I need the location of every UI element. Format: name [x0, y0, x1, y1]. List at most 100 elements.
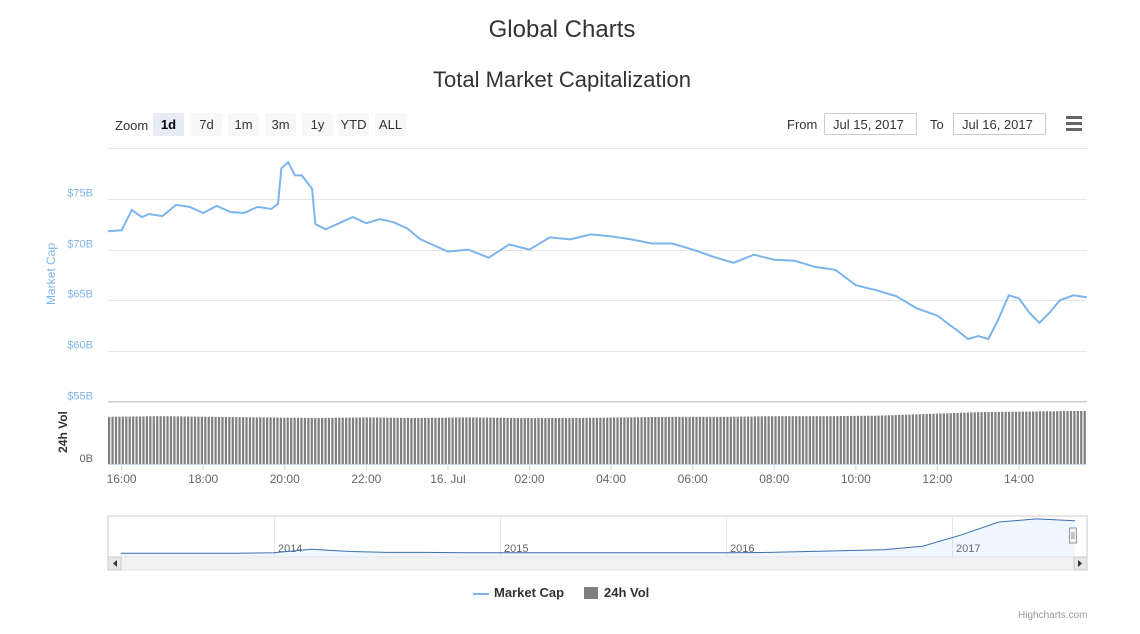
- x-tick-label: 04:00: [596, 472, 626, 486]
- x-tick-label: 20:00: [270, 472, 300, 486]
- volume-bar: [345, 417, 348, 464]
- volume-bar: [310, 417, 313, 464]
- volume-bar: [640, 417, 643, 464]
- volume-bar: [994, 411, 997, 464]
- volume-bar: [688, 416, 691, 464]
- volume-bar: [678, 416, 681, 464]
- volume-bar: [959, 412, 963, 464]
- volume-bar: [482, 417, 485, 464]
- volume-bar: [533, 417, 537, 464]
- volume-bar: [125, 416, 128, 464]
- legend-label-24h-vol: 24h Vol: [604, 585, 650, 600]
- volume-bar: [770, 416, 774, 464]
- volume-bar: [582, 417, 585, 464]
- y-tick-label: $70B: [67, 239, 93, 251]
- volume-bar: [166, 416, 169, 464]
- volume-bar: [286, 417, 289, 464]
- volume-bar: [578, 417, 581, 464]
- volume-bar: [616, 417, 619, 464]
- volume-bar: [290, 417, 293, 464]
- volume-bar: [712, 416, 715, 464]
- volume-bar: [108, 416, 111, 464]
- zoom-1m-button[interactable]: 1m: [228, 113, 259, 136]
- volume-bar: [750, 416, 753, 464]
- volume-bar: [643, 417, 647, 464]
- volume-bar: [1062, 411, 1066, 464]
- volume-bar: [355, 417, 358, 464]
- zoom-ytd-button[interactable]: YTD: [338, 113, 369, 136]
- volume-bar: [424, 417, 427, 464]
- hamburger-menu-icon[interactable]: [1066, 116, 1084, 132]
- volume-bar: [547, 417, 550, 464]
- volume-bar: [255, 417, 258, 464]
- volume-bar: [444, 417, 447, 464]
- volume-bar: [874, 415, 877, 464]
- credits-link[interactable]: Highcharts.com: [1018, 610, 1088, 621]
- volume-bar: [564, 417, 568, 464]
- volume-bar: [434, 417, 437, 464]
- volume-bar: [630, 417, 633, 464]
- volume-bar: [159, 416, 162, 464]
- volume-bar: [623, 417, 626, 464]
- volume-bar: [272, 417, 276, 464]
- volume-bar: [156, 416, 159, 464]
- volume-bar: [197, 416, 200, 464]
- volume-bar: [1049, 411, 1052, 464]
- from-date-input[interactable]: Jul 15, 2017: [824, 113, 917, 135]
- volume-bar: [788, 416, 791, 464]
- legend-item-market-cap[interactable]: Market Cap: [473, 585, 564, 600]
- volume-bar: [489, 417, 492, 464]
- volume-bar: [753, 416, 757, 464]
- volume-bar: [152, 416, 155, 464]
- to-date-input[interactable]: Jul 16, 2017: [953, 113, 1046, 135]
- volume-bar: [1004, 411, 1007, 464]
- volume-bar: [901, 414, 904, 464]
- volume-bar: [327, 417, 331, 464]
- x-tick-label: 16. Jul: [430, 472, 465, 486]
- volume-bar: [997, 411, 1000, 464]
- zoom-all-button[interactable]: ALL: [375, 113, 406, 136]
- volume-bar: [846, 415, 849, 464]
- volume-bar: [458, 417, 461, 464]
- volume-bar: [317, 417, 320, 464]
- volume-bar: [441, 417, 444, 464]
- volume-bar: [795, 416, 798, 464]
- volume-bar: [571, 417, 574, 464]
- volume-bar: [224, 416, 228, 464]
- volume-bar: [561, 417, 564, 464]
- volume-bar: [111, 416, 114, 464]
- scrollbar-track: [107, 556, 1088, 571]
- volume-bar: [1014, 411, 1018, 464]
- volume-bar: [746, 416, 750, 464]
- volume-bar: [1069, 411, 1073, 464]
- volume-bar: [200, 416, 203, 464]
- zoom-1y-button[interactable]: 1y: [302, 113, 333, 136]
- zoom-1d-button[interactable]: 1d: [153, 113, 184, 136]
- volume-bar: [740, 416, 743, 464]
- x-tick-label: 14:00: [1004, 472, 1034, 486]
- volume-bar: [430, 417, 434, 464]
- zoom-3m-button[interactable]: 3m: [265, 113, 296, 136]
- volume-bar: [348, 417, 351, 464]
- volume-bar: [138, 416, 142, 464]
- zoom-7d-button[interactable]: 7d: [191, 113, 222, 136]
- y-tick-label: $60B: [67, 340, 93, 352]
- y-axis-title: Market Cap: [44, 243, 58, 305]
- volume-bar: [293, 417, 296, 464]
- volume-bar: [664, 416, 667, 464]
- volume-bar: [217, 416, 221, 464]
- volume-bar: [492, 417, 495, 464]
- volume-bar: [235, 417, 238, 464]
- volume-bar: [214, 416, 217, 464]
- legend-item-24h-vol[interactable]: 24h Vol: [584, 585, 649, 600]
- volume-bar: [465, 417, 468, 464]
- volume-bar: [1059, 411, 1062, 464]
- volume-bar: [190, 416, 193, 464]
- navigator-frame: [107, 515, 1088, 558]
- volume-bar: [132, 416, 135, 464]
- volume-bar: [654, 417, 657, 464]
- volume-bar: [829, 416, 832, 464]
- volume-bar: [681, 416, 684, 464]
- volume-bar: [1073, 411, 1076, 464]
- volume-bar: [626, 417, 629, 464]
